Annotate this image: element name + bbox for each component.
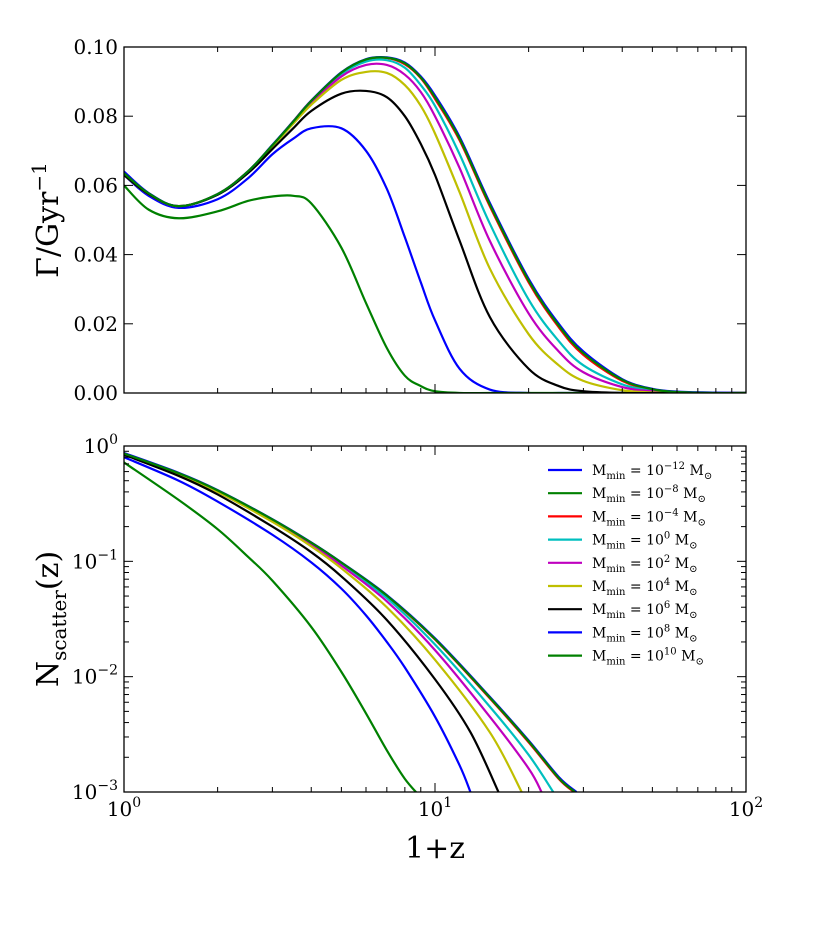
top-series-line-0 <box>124 125 746 393</box>
bottom-series-line-6 <box>124 453 500 792</box>
bottom-x-tick-label: 100 <box>107 795 141 821</box>
top-series-line-8 <box>124 56 746 393</box>
legend-entry-label: Mmin = 102 M⊙ <box>592 554 697 575</box>
bottom-series-line-8 <box>124 452 576 792</box>
bottom-x-tick-label: 101 <box>418 795 452 821</box>
bottom-series-line-1 <box>124 461 418 792</box>
bottom-series-line-0 <box>124 456 472 792</box>
bottom-x-axis-label: 1+z <box>405 831 465 866</box>
legend-entry-label: Mmin = 106 M⊙ <box>592 600 697 621</box>
top-y-tick-label: 0.02 <box>73 312 118 336</box>
top-y-tick-label: 0.10 <box>73 35 118 59</box>
legend-entry-label: Mmin = 10−8 M⊙ <box>592 484 706 505</box>
top-y-tick-label: 0.08 <box>73 104 118 128</box>
top-y-tick-label: 0.04 <box>73 243 118 267</box>
top-series-line-4 <box>124 62 746 393</box>
bottom-y-axis-label: Nscatter(z) <box>31 551 71 687</box>
legend-entry-label: Mmin = 104 M⊙ <box>592 577 697 598</box>
top-y-tick-label: 0.00 <box>73 381 118 405</box>
top-y-tick-label: 0.06 <box>73 173 118 197</box>
legend-entry-label: Mmin = 100 M⊙ <box>592 531 697 552</box>
legend-entry-label: Mmin = 10−4 M⊙ <box>592 507 706 528</box>
top-series-lines <box>124 55 746 393</box>
top-panel: 0.00 0.02 0.04 0.06 0.08 0.10 Γ/Gyr−1 <box>27 35 747 405</box>
bottom-series-lines <box>124 451 578 792</box>
bottom-y-tick-label: 10−2 <box>72 663 118 689</box>
bottom-y-tick-label: 10−1 <box>72 547 118 573</box>
legend: Mmin = 10−12 M⊙Mmin = 10−8 M⊙Mmin = 10−4… <box>548 461 712 668</box>
bottom-ticks: 10−3 10−2 10−1 100 100 101 102 <box>72 432 763 821</box>
top-series-line-5 <box>124 70 746 393</box>
top-series-line-3 <box>124 58 746 393</box>
bottom-series-line-2 <box>124 452 575 792</box>
bottom-x-tick-label: 102 <box>729 795 763 821</box>
bottom-series-line-4 <box>124 452 543 792</box>
top-series-line-6 <box>124 89 746 393</box>
legend-entry-label: Mmin = 10−12 M⊙ <box>592 461 712 482</box>
top-series-line-1 <box>124 184 746 393</box>
top-y-axis-label: Γ/Gyr−1 <box>27 162 66 278</box>
legend-entry-label: Mmin = 108 M⊙ <box>592 623 697 644</box>
legend-entry-label: Mmin = 1010 M⊙ <box>592 647 704 668</box>
bottom-y-tick-label: 10−3 <box>72 778 118 804</box>
bottom-panel: 10−3 10−2 10−1 100 100 101 102 Mmin = 10−12 M⊙… <box>31 432 763 866</box>
bottom-y-tick-label: 100 <box>84 432 118 458</box>
top-ticks: 0.00 0.02 0.04 0.06 0.08 0.10 <box>73 35 747 405</box>
bottom-series-line-3 <box>124 452 555 792</box>
